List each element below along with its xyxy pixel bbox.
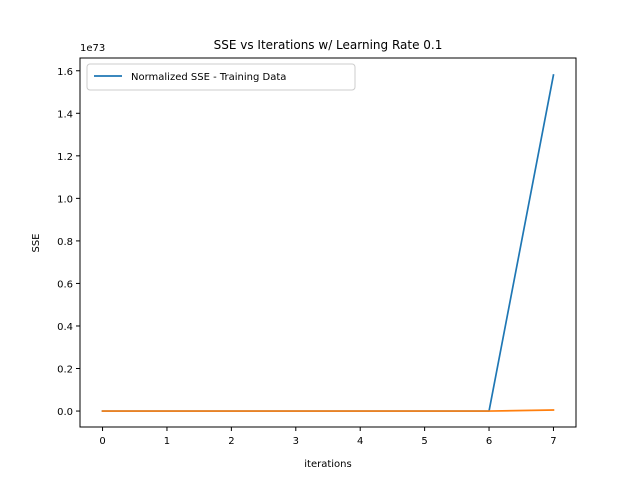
y-tick-label-0: 0.0 xyxy=(57,407,73,418)
y-tick-label-3: 0.6 xyxy=(57,279,73,290)
y-tick-label-5: 1.0 xyxy=(57,194,73,205)
y-tick-label-6: 1.2 xyxy=(57,152,73,163)
y-tick-label-4: 0.8 xyxy=(57,237,73,248)
x-tick-label-5: 5 xyxy=(421,436,427,447)
series-layer xyxy=(101,74,555,412)
x-axis-ticks: 0 1 2 3 4 5 6 7 xyxy=(99,427,557,447)
y-tick-label-7: 1.4 xyxy=(57,109,73,120)
chart-title: SSE vs Iterations w/ Learning Rate 0.1 xyxy=(214,38,443,52)
series-line-1 xyxy=(101,409,555,412)
x-tick-label-2: 2 xyxy=(228,436,234,447)
legend-box xyxy=(86,63,356,91)
x-tick-label-7: 7 xyxy=(550,436,556,447)
y-tick-label-2: 0.4 xyxy=(57,322,73,333)
legend: Normalized SSE - Training Data xyxy=(86,63,356,91)
y-axis-offset-label: 1e73 xyxy=(80,43,105,54)
x-tick-label-1: 1 xyxy=(164,436,170,447)
x-tick-label-6: 6 xyxy=(486,436,492,447)
plot-frame xyxy=(79,57,577,428)
x-axis-label: iterations xyxy=(304,459,351,470)
y-tick-label-1: 0.2 xyxy=(57,365,73,376)
x-tick-label-4: 4 xyxy=(357,436,363,447)
plot-area xyxy=(80,58,576,427)
y-tick-label-8: 1.6 xyxy=(57,67,73,78)
y-axis-ticks: 0.0 0.2 0.4 0.6 0.8 1.0 1.2 1.4 1.6 xyxy=(57,67,80,418)
x-tick-label-3: 3 xyxy=(293,436,299,447)
x-tick-label-0: 0 xyxy=(99,436,105,447)
legend-label-training: Normalized SSE - Training Data xyxy=(131,72,286,83)
y-axis-label: SSE xyxy=(31,233,42,252)
